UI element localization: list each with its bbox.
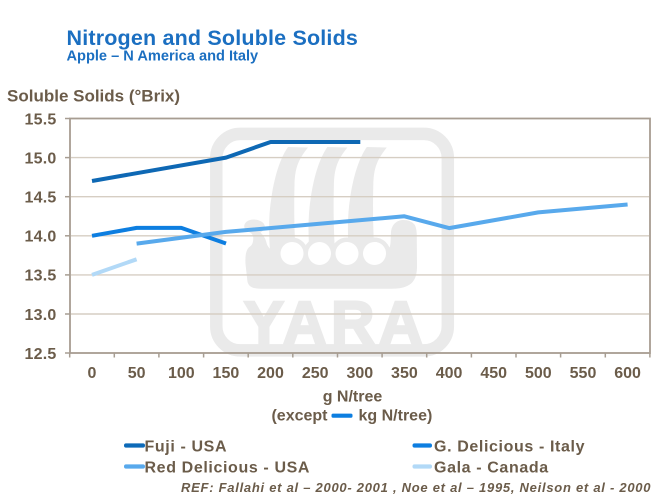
svg-text:Red Delicious - USA: Red Delicious - USA bbox=[145, 459, 311, 476]
svg-text:Gala - Canada: Gala - Canada bbox=[434, 459, 549, 476]
svg-text:kg N/tree): kg N/tree) bbox=[359, 407, 433, 424]
svg-text:400: 400 bbox=[436, 365, 463, 382]
svg-text:YARA: YARA bbox=[244, 290, 427, 357]
svg-text:250: 250 bbox=[302, 365, 329, 382]
svg-text:Nitrogen and Soluble Solids: Nitrogen and Soluble Solids bbox=[67, 26, 359, 50]
svg-text:0: 0 bbox=[88, 365, 97, 382]
svg-text:200: 200 bbox=[257, 365, 284, 382]
svg-text:G. Delicious - Italy: G. Delicious - Italy bbox=[434, 438, 585, 455]
svg-text:550: 550 bbox=[570, 365, 597, 382]
svg-text:50: 50 bbox=[128, 365, 146, 382]
svg-text:14.5: 14.5 bbox=[25, 190, 57, 207]
svg-text:14.0: 14.0 bbox=[25, 229, 57, 246]
svg-text:g N/tree: g N/tree bbox=[323, 388, 383, 405]
svg-text:Apple – N America and Italy: Apple – N America and Italy bbox=[67, 49, 260, 65]
svg-text:REF: Fallahi et al – 2000- 200: REF: Fallahi et al – 2000- 2001 , Noe et… bbox=[181, 480, 651, 495]
svg-text:13.0: 13.0 bbox=[25, 307, 57, 324]
svg-text:600: 600 bbox=[614, 365, 641, 382]
svg-text:500: 500 bbox=[525, 365, 552, 382]
svg-text:100: 100 bbox=[168, 365, 195, 382]
svg-text:(except: (except bbox=[271, 407, 328, 424]
svg-text:15.5: 15.5 bbox=[25, 111, 57, 128]
svg-text:350: 350 bbox=[391, 365, 418, 382]
svg-text:Soluble Solids (°Brix): Soluble Solids (°Brix) bbox=[7, 87, 180, 106]
svg-text:12.5: 12.5 bbox=[25, 346, 57, 363]
svg-text:150: 150 bbox=[213, 365, 240, 382]
svg-text:15.0: 15.0 bbox=[25, 150, 57, 167]
svg-text:13.5: 13.5 bbox=[25, 268, 57, 285]
svg-text:450: 450 bbox=[480, 365, 507, 382]
svg-text:300: 300 bbox=[346, 365, 373, 382]
svg-text:Fuji - USA: Fuji - USA bbox=[145, 438, 228, 455]
